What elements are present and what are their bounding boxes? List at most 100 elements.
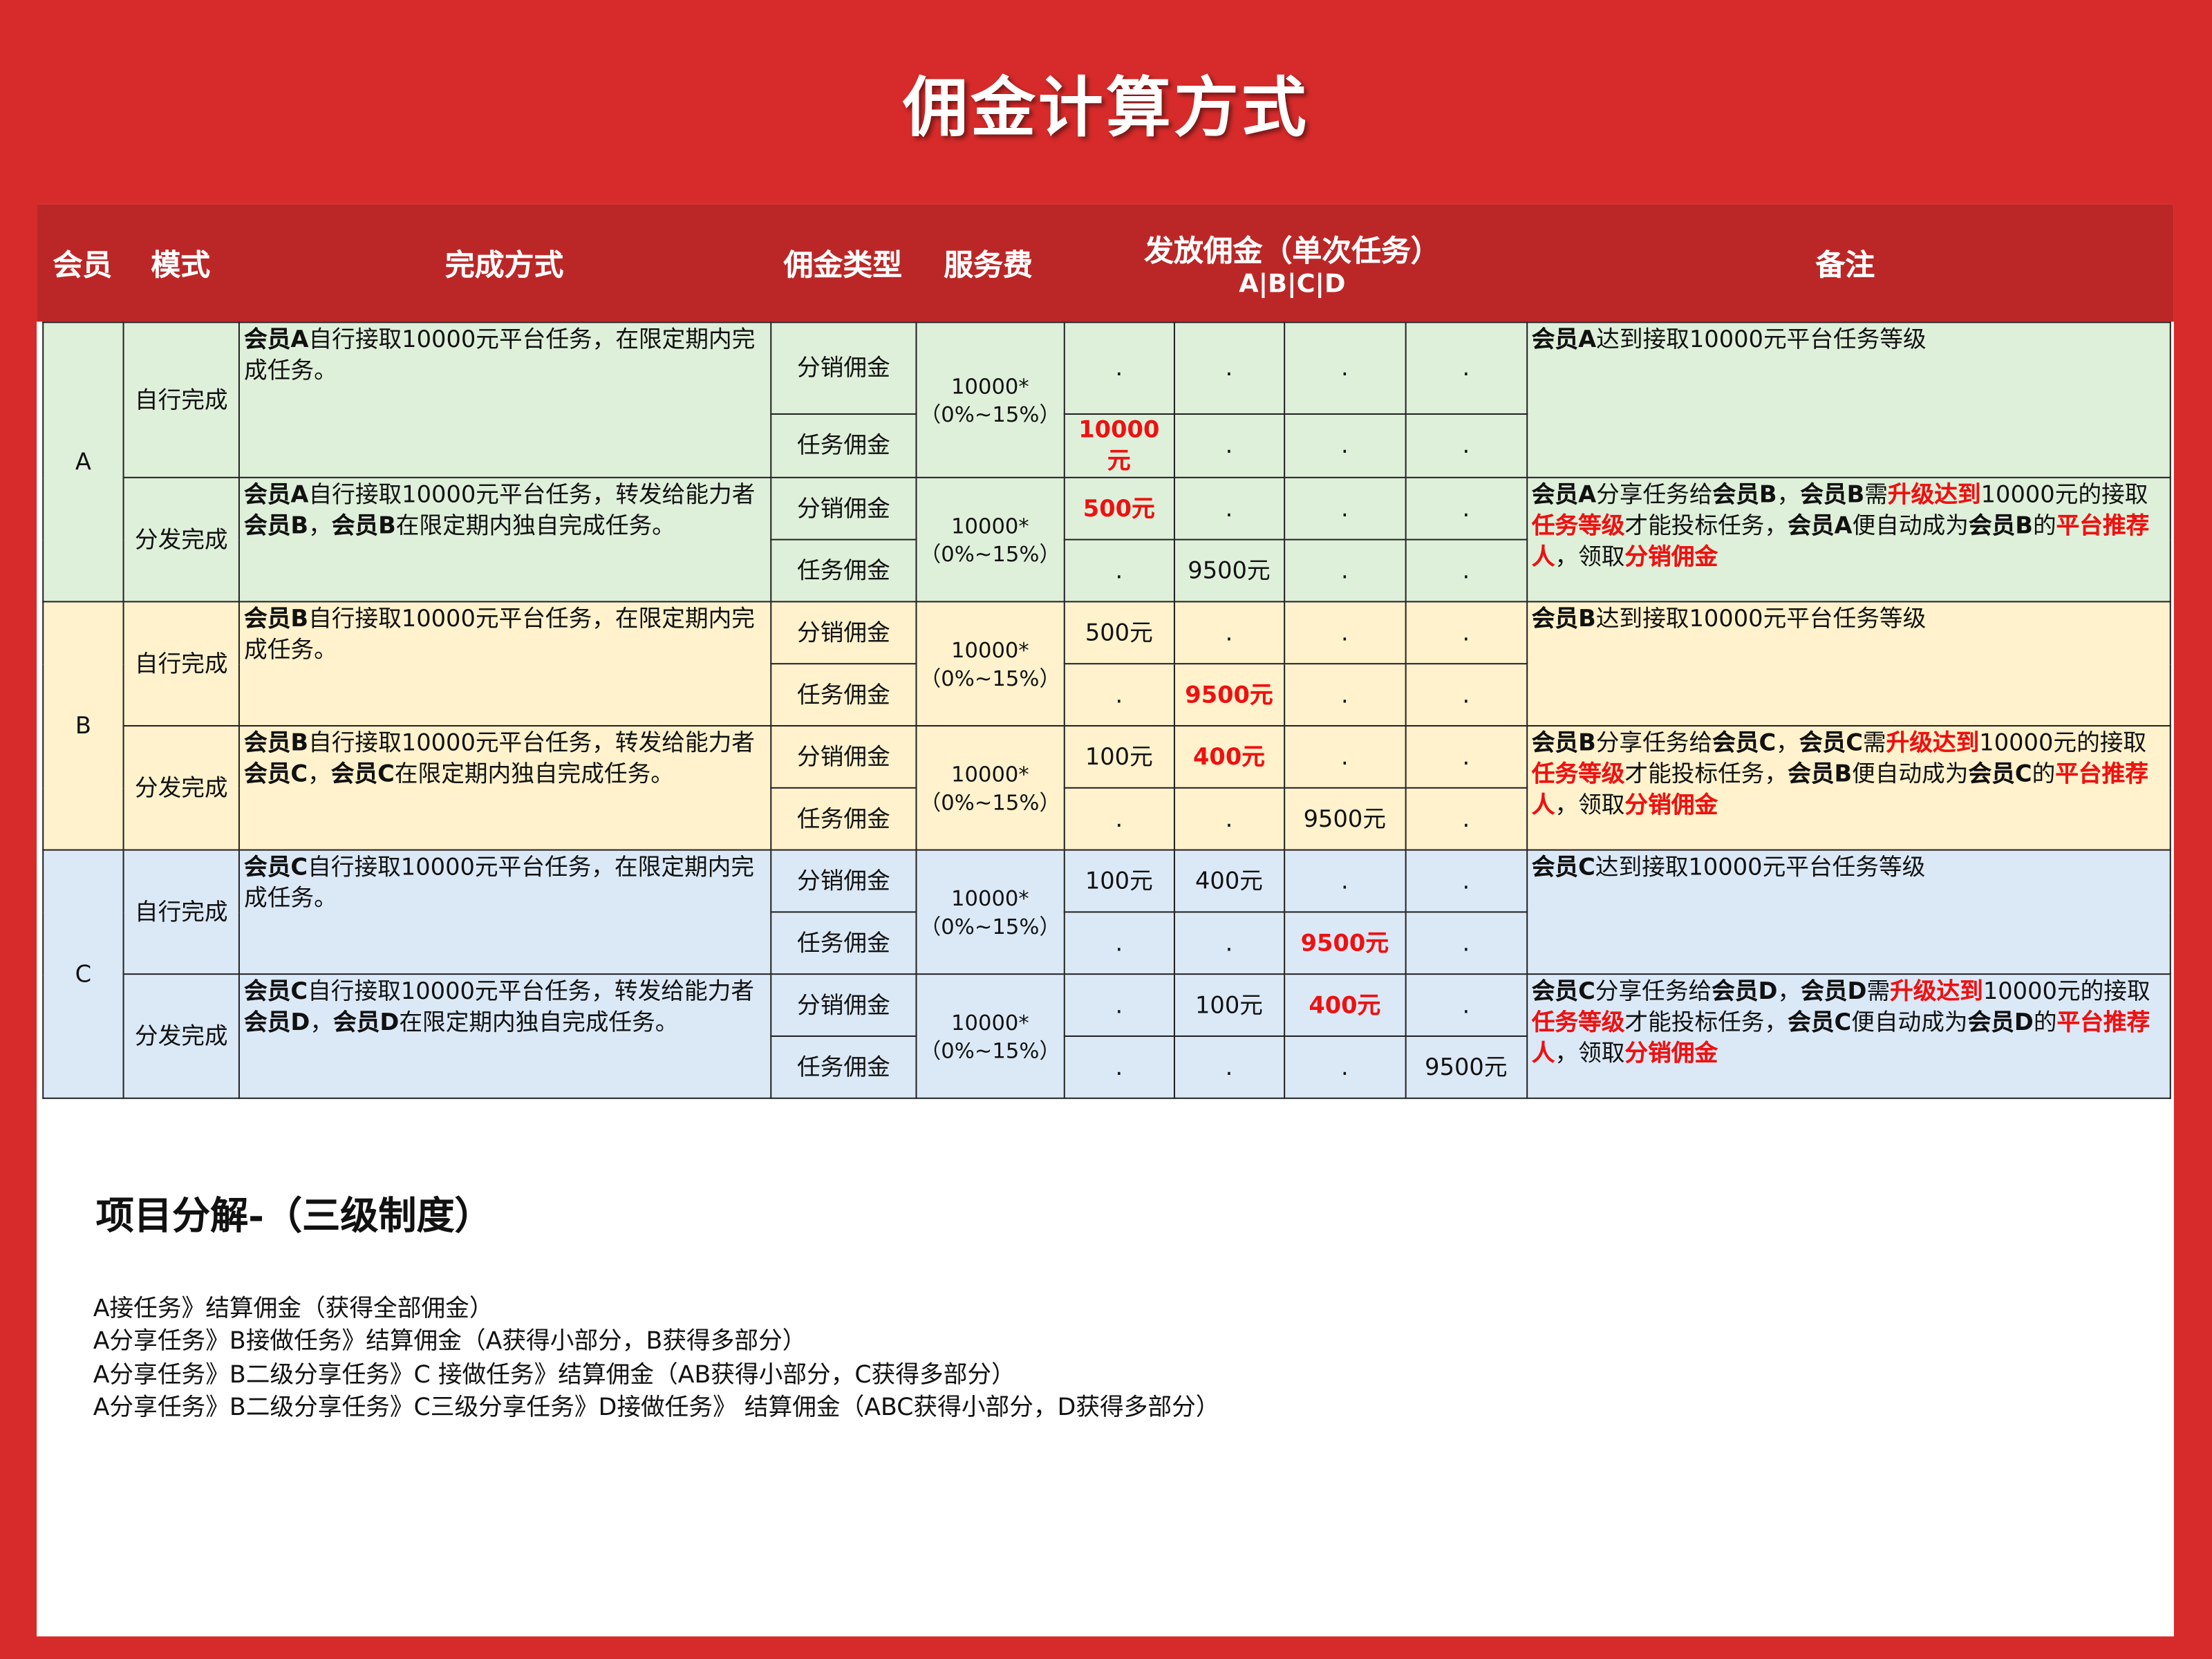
- text-segment: 会员C: [1968, 760, 2032, 787]
- text-segment: 任务等级: [1531, 512, 1625, 539]
- text-segment: 平台推荐人: [1531, 1009, 2150, 1067]
- mode-cell: 分发完成: [122, 724, 240, 851]
- text-segment: 的: [2033, 1009, 2057, 1035]
- text-segment: 会员D: [1712, 977, 1778, 1005]
- fee-rate: （0%~15%）: [919, 1038, 1061, 1063]
- note-cell: 会员A分享任务给会员B，会员B需升级达到10000元的接取任务等级才能投标任务，…: [1526, 476, 2171, 603]
- service-fee-cell: 10000* （0%~15%）: [915, 724, 1065, 851]
- fee-amount: 10000*: [951, 637, 1029, 663]
- payout-cell-A: .: [1063, 1035, 1175, 1099]
- header-fee: 服务费: [944, 247, 1033, 282]
- text-segment: 10000元的接取: [1980, 480, 2148, 508]
- text-segment: ，: [310, 1009, 334, 1035]
- payout-cell-C: 400元: [1283, 973, 1407, 1037]
- text-segment: 在限定期内独自完成任务。: [399, 1009, 679, 1035]
- mode-cell: 分发完成: [122, 476, 240, 603]
- service-fee-cell: 10000* （0%~15%）: [915, 601, 1065, 727]
- table-row: 分发完成 会员C自行接取10000元平台任务，转发给能力者会员D，会员D在限定期内…: [43, 973, 2171, 1099]
- fee-rate: （0%~15%）: [919, 665, 1061, 691]
- commission-type-cell: 任务佣金: [770, 787, 917, 851]
- text-segment: 会员B: [1531, 605, 1596, 632]
- text-segment: 分享任务给: [1595, 977, 1712, 1005]
- payout-cell-A: .: [1063, 321, 1175, 415]
- payout-cell-D: 9500元: [1405, 1035, 1528, 1099]
- payout-cell-C: .: [1283, 724, 1407, 789]
- payout-cell-A: .: [1063, 911, 1175, 975]
- text-segment: 会员D: [333, 1009, 400, 1035]
- text-segment: ，: [1777, 480, 1801, 508]
- payout-cell-D: .: [1405, 601, 1528, 665]
- fee-rate: （0%~15%）: [919, 401, 1061, 427]
- commission-table: A 自行完成 会员A自行接取10000元平台任务，在限定期内完成任务。 分销佣金 100…: [42, 321, 2171, 1099]
- payout-cell-A: .: [1063, 538, 1175, 603]
- text-segment: ，: [308, 512, 332, 539]
- text-segment: 会员B: [1712, 480, 1777, 508]
- text-segment: 自行接取10000元平台任务，转发给能力者: [308, 480, 756, 508]
- text-segment: 便自动成为: [1851, 1009, 1968, 1035]
- header-payout-title: 发放佣金（单次任务）: [1144, 233, 1441, 268]
- payout-cell-A: .: [1063, 663, 1175, 727]
- payout-cell-C: 9500元: [1283, 911, 1407, 975]
- note-cell: 会员C达到接取10000元平台任务等级: [1526, 849, 2171, 975]
- payout-cell-C: .: [1283, 849, 1407, 913]
- text-segment: 会员C: [244, 760, 308, 787]
- text-segment: 任务等级: [1531, 760, 1625, 787]
- text-segment: 便自动成为: [1852, 760, 1969, 787]
- payout-cell-D: .: [1405, 538, 1528, 603]
- note-cell: 会员A达到接取10000元平台任务等级: [1526, 321, 2171, 478]
- text-segment: 会员A: [244, 326, 309, 353]
- fee-rate: （0%~15%）: [919, 913, 1061, 939]
- text-segment: 便自动成为: [1852, 512, 1969, 539]
- service-fee-cell: 10000* （0%~15%）: [915, 476, 1065, 603]
- method-cell: 会员A自行接取10000元平台任务，在限定期内完成任务。: [238, 321, 772, 478]
- text-segment: 分销佣金: [1624, 791, 1718, 818]
- payout-cell-B: 9500元: [1173, 538, 1285, 603]
- payout-cell-B: .: [1173, 413, 1285, 478]
- fee-amount: 10000*: [951, 885, 1029, 911]
- commission-panel: 会员 模式 完成方式 佣金类型 服务费 发放佣金（单次任务） A|B|C|D 备…: [37, 204, 2174, 1637]
- table-row: 分发完成 会员A自行接取10000元平台任务，转发给能力者会员B，会员B在限定期内…: [43, 476, 2171, 603]
- text-segment: 会员C: [244, 977, 308, 1005]
- text-segment: ，领取: [1555, 1040, 1625, 1067]
- header-payout: 发放佣金（单次任务） A|B|C|D: [1061, 205, 1524, 321]
- text-segment: 会员D: [1967, 1009, 2034, 1035]
- payout-cell-D: .: [1405, 973, 1528, 1037]
- payout-cell-A: .: [1063, 973, 1175, 1037]
- text-segment: 会员B: [1800, 480, 1865, 508]
- text-segment: 升级达到: [1890, 977, 1983, 1005]
- text-segment: 达到接取10000元平台任务等级: [1596, 326, 1927, 353]
- header-mode: 模式: [151, 247, 211, 282]
- payout-cell-A: 500元: [1063, 476, 1175, 541]
- text-segment: 会员B: [1968, 512, 2033, 539]
- payout-cell-B: 400元: [1173, 724, 1285, 789]
- text-segment: 自行接取10000元平台任务，在限定期内完成任务。: [244, 605, 755, 664]
- commission-type-cell: 任务佣金: [770, 413, 917, 478]
- fee-amount: 10000*: [951, 373, 1029, 399]
- header-payout-sub: A|B|C|D: [1239, 268, 1346, 299]
- fee-rate: （0%~15%）: [919, 789, 1061, 815]
- commission-type-cell: 分销佣金: [770, 724, 917, 789]
- payout-cell-C: .: [1283, 601, 1407, 665]
- payout-cell-C: .: [1283, 476, 1407, 541]
- text-segment: 会员A: [1531, 326, 1597, 353]
- text-segment: 分销佣金: [1624, 1040, 1718, 1067]
- text-segment: ，: [1776, 729, 1799, 756]
- text-segment: 任务等级: [1531, 1009, 1625, 1035]
- text-segment: 会员C: [1788, 1009, 1852, 1035]
- payout-cell-A: 10000元: [1063, 413, 1175, 478]
- text-segment: 会员B: [331, 512, 396, 539]
- text-segment: 会员C: [330, 760, 395, 787]
- payout-cell-B: .: [1173, 787, 1285, 851]
- payout-cell-C: .: [1283, 413, 1407, 478]
- text-segment: ，: [1777, 977, 1801, 1005]
- text-segment: 会员A: [244, 480, 309, 508]
- commission-type-cell: 分销佣金: [770, 973, 917, 1037]
- table-row: 任务佣金. 9500元..: [43, 663, 2170, 727]
- text-segment: 会员B: [244, 605, 309, 632]
- text-segment: 会员C: [1799, 729, 1863, 756]
- payout-cell-B: .: [1173, 476, 1285, 541]
- payout-cell-D: .: [1405, 663, 1528, 727]
- payout-cell-B: 100元: [1173, 973, 1285, 1037]
- payout-cell-D: .: [1405, 911, 1528, 975]
- header-type: 佣金类型: [783, 247, 903, 282]
